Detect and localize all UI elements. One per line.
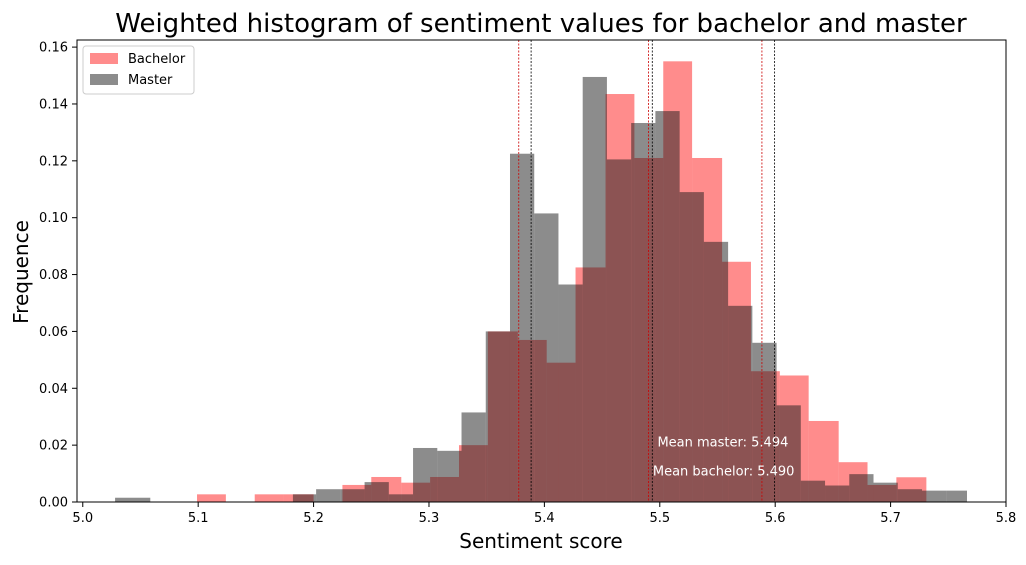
x-tick-label: 5.1	[188, 511, 209, 526]
legend: Bachelor Master	[82, 45, 195, 95]
bar-master	[340, 489, 365, 502]
y-tick-label: 0.10	[39, 211, 68, 226]
bar-master	[825, 485, 850, 502]
bar-master	[364, 482, 389, 502]
bar-master	[485, 331, 510, 502]
x-tick-label: 5.7	[880, 511, 901, 526]
y-axis-label: Frequence	[9, 220, 33, 324]
x-tick-label: 5.6	[765, 511, 786, 526]
bar-master	[292, 494, 317, 502]
x-tick-label: 5.4	[534, 511, 555, 526]
bar-bachelor	[197, 494, 226, 502]
bar-master	[437, 450, 462, 502]
bar-master	[606, 159, 632, 502]
bar-master	[509, 153, 535, 502]
bar-master	[631, 123, 656, 502]
bar-master	[728, 305, 753, 502]
bar-master	[461, 412, 486, 502]
bar-master	[679, 192, 704, 502]
bar-master	[655, 111, 680, 503]
y-tick-label: 0.16	[39, 41, 68, 56]
x-axis-label: Sentiment score	[459, 529, 622, 553]
legend-label-master: Master	[128, 73, 173, 88]
x-tick-label: 5.5	[649, 511, 670, 526]
bars-layer	[115, 61, 967, 503]
y-tick-label: 0.06	[39, 325, 68, 340]
y-tick-label: 0.04	[39, 382, 68, 397]
bar-master	[413, 447, 438, 502]
bar-master	[534, 213, 559, 503]
bar-master	[703, 241, 729, 502]
chart-title: Weighted histogram of sentiment values f…	[115, 9, 967, 39]
bar-master	[115, 497, 151, 502]
bar-master	[921, 490, 947, 502]
y-tick-label: 0.12	[39, 154, 68, 169]
bar-master	[388, 494, 414, 502]
legend-swatch-master	[90, 74, 118, 85]
bar-master	[873, 482, 898, 502]
x-tick-label: 5.8	[996, 511, 1017, 526]
x-tick-label: 5.0	[72, 511, 93, 526]
x-tick-label: 5.3	[419, 511, 440, 526]
plot-area: Mean master: 5.494 Mean bachelor: 5.490	[76, 39, 1007, 503]
y-tick-label: 0.14	[39, 97, 68, 112]
mean-annotation: Mean master: 5.494	[657, 436, 788, 451]
bar-master	[776, 405, 801, 502]
mean-lines-layer	[518, 40, 776, 502]
legend-swatch-bachelor	[90, 53, 118, 64]
y-axis-ticks: 0.00 0.02 0.04 0.06 0.08 0.10 0.12 0.14 0.16	[39, 41, 77, 511]
x-tick-label: 5.2	[303, 511, 324, 526]
bar-master	[582, 76, 607, 503]
bar-master	[849, 474, 874, 502]
bar-bachelor	[254, 494, 284, 502]
mean-annotation: Mean bachelor: 5.490	[653, 465, 795, 480]
bar-master	[558, 284, 583, 502]
bar-master	[752, 342, 777, 502]
legend-label-bachelor: Bachelor	[128, 52, 186, 67]
axes-frame	[76, 39, 1007, 503]
y-tick-label: 0.02	[39, 439, 68, 454]
bar-master	[316, 489, 341, 502]
bar-master	[800, 480, 826, 502]
bar-master	[897, 489, 922, 502]
y-tick-label: 0.00	[39, 496, 68, 511]
bar-master	[946, 490, 967, 502]
annotations-layer: Mean master: 5.494 Mean bachelor: 5.490	[653, 436, 795, 480]
series-master	[115, 76, 967, 503]
x-axis-ticks: 5.0 5.1 5.2 5.3 5.4 5.5 5.6 5.7 5.8	[72, 502, 1016, 526]
y-tick-label: 0.08	[39, 268, 68, 283]
